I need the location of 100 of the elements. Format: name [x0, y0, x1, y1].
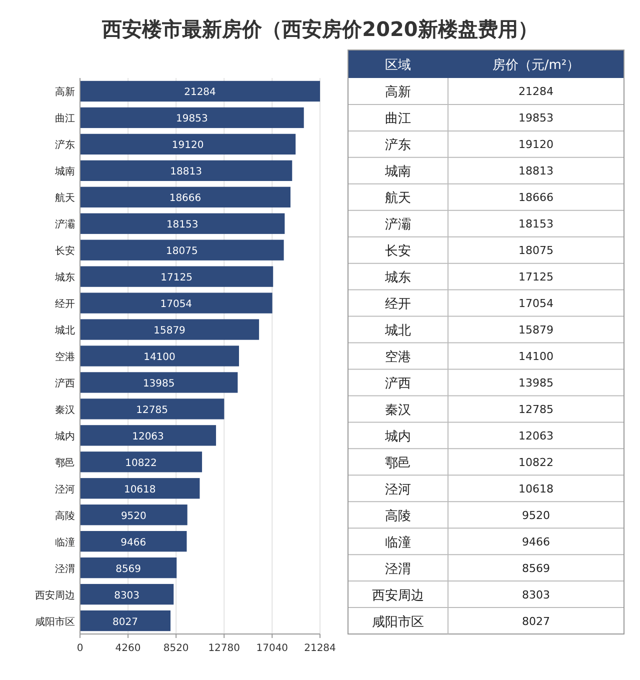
bar — [80, 478, 200, 499]
text: 15879 — [154, 326, 186, 337]
text: 8303 — [114, 590, 140, 602]
bar — [80, 319, 260, 340]
text: 14100 — [144, 352, 176, 363]
x-tick-label: 17040 — [256, 643, 288, 654]
text: 浐东 — [385, 138, 411, 154]
data-label: 15879 — [518, 324, 554, 337]
text: 长安 — [385, 243, 411, 260]
data-label: 18813 — [518, 164, 554, 178]
data-label: 21284 — [518, 85, 554, 98]
bar — [80, 452, 202, 472]
chart-title: 西安楼市最新房价（西安房价2020新楼盘费用） — [101, 17, 538, 41]
data-label: 18666 — [518, 191, 554, 204]
data-label: 18153 — [518, 218, 554, 231]
data-label: 19853 — [518, 112, 554, 125]
text: 浐灞 — [385, 218, 411, 233]
text: 18813 — [170, 166, 202, 178]
y-tick-label: 泾渭 — [55, 562, 75, 575]
data-label: 8569 — [522, 562, 550, 575]
data-label: 17054 — [518, 297, 554, 310]
text: 城南 — [384, 164, 411, 180]
text: 17054 — [160, 299, 192, 310]
bar — [80, 504, 188, 526]
text: 13985 — [142, 378, 175, 390]
y-tick-label: 浐灞 — [55, 218, 75, 231]
y-tick-label: 经开 — [55, 298, 75, 310]
data-label: 18075 — [518, 244, 554, 258]
bar — [80, 213, 285, 234]
text: 航天 — [385, 191, 411, 206]
text: 19853 — [176, 114, 208, 125]
bar — [80, 372, 238, 393]
bar — [80, 240, 284, 260]
data-label: 13985 — [518, 376, 554, 390]
y-tick-label: 浐东 — [55, 139, 75, 152]
y-tick-label: 航天 — [55, 192, 75, 204]
bar — [80, 610, 171, 632]
text: 鄠邑 — [385, 456, 411, 471]
bar — [80, 80, 320, 102]
data-label: 9520 — [522, 508, 550, 522]
bar — [80, 266, 274, 287]
text: 10822 — [125, 458, 157, 469]
data-label: 8027 — [522, 614, 550, 628]
text: 19120 — [172, 140, 204, 152]
text: 秦汉 — [385, 402, 411, 418]
bar — [80, 557, 177, 578]
text: 8569 — [116, 564, 142, 575]
y-tick-label: 空港 — [55, 351, 75, 363]
data-label: 17125 — [518, 270, 554, 284]
text: 空港 — [385, 350, 411, 365]
text: 城内 — [384, 429, 411, 444]
bar — [80, 398, 224, 420]
data-label: 8303 — [522, 588, 550, 602]
y-tick-label: 咸阳市区 — [35, 616, 75, 628]
text: 曲江 — [385, 112, 411, 127]
bar — [80, 186, 290, 208]
bar — [80, 107, 304, 128]
text: 高陵 — [385, 508, 411, 524]
data-label: 10618 — [518, 482, 554, 496]
y-tick-label: 泾河 — [55, 483, 75, 496]
text: 12785 — [136, 404, 168, 416]
text: 21284 — [184, 87, 216, 98]
text: 西安周边 — [372, 587, 424, 604]
text: 9466 — [120, 537, 146, 548]
y-tick-label: 城南 — [54, 166, 75, 178]
y-tick-label: 城内 — [54, 430, 75, 442]
text: 18153 — [166, 220, 198, 231]
data-label: 19120 — [518, 138, 554, 152]
text: 经开 — [385, 297, 411, 312]
x-tick-label: 8520 — [163, 643, 189, 654]
text: 8027 — [112, 616, 138, 628]
data-label: 9466 — [522, 535, 550, 548]
y-tick-label: 长安 — [55, 245, 75, 258]
data-label: 12063 — [518, 429, 554, 442]
bar — [80, 584, 174, 605]
y-tick-label: 城北 — [54, 324, 75, 337]
text: 浐西 — [385, 376, 411, 392]
data-label: 10822 — [518, 456, 554, 469]
text: 区域 — [385, 58, 411, 73]
text: 咸阳市区 — [372, 614, 424, 630]
x-tick-label: 4260 — [115, 643, 141, 654]
text: 泾渭 — [385, 562, 411, 577]
data-label: 12785 — [518, 402, 554, 416]
bar — [80, 346, 239, 366]
x-tick-label: 21284 — [304, 643, 336, 654]
text: 9520 — [120, 510, 146, 522]
y-tick-label: 高陵 — [55, 510, 75, 522]
text: 18075 — [166, 246, 198, 258]
text: 城东 — [384, 270, 411, 286]
x-tick-label: 0 — [76, 643, 84, 654]
text: 临潼 — [385, 535, 411, 550]
bar — [80, 134, 296, 155]
text: 房价（元/m²） — [492, 57, 580, 73]
text: 泾河 — [385, 482, 411, 498]
data-label: 14100 — [518, 350, 554, 363]
y-tick-label: 西安周边 — [35, 589, 75, 602]
bar — [80, 425, 216, 446]
y-tick-label: 秦汉 — [55, 404, 75, 416]
bar — [80, 531, 187, 552]
bar — [80, 292, 272, 314]
